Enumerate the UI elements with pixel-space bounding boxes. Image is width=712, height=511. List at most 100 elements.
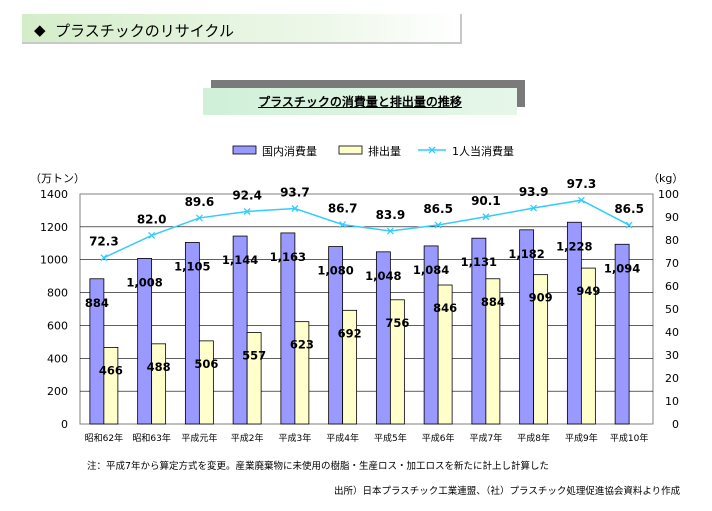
y-right-tick-label: 60 (665, 280, 679, 293)
y-right-unit: （kg） (648, 172, 683, 185)
x-tick-label: 平成10年 (610, 432, 648, 444)
legend-label-consumption: 国内消費量 (262, 144, 317, 158)
data-label-per-capita: 97.3 (567, 177, 597, 191)
y-left-tick-label: 800 (47, 287, 68, 300)
bar-emission (151, 343, 167, 425)
data-label-consumption: 1,080 (317, 264, 353, 278)
x-tick-label: 平成元年 (181, 432, 217, 444)
y-left-tick-label: 1200 (40, 221, 68, 234)
line-marker (100, 254, 108, 262)
data-label-consumption: 884 (85, 296, 109, 310)
y-left-tick-label: 1400 (40, 188, 68, 201)
bar-emission (246, 332, 262, 425)
line-per-capita (103, 199, 630, 259)
bar-emission (198, 340, 214, 425)
y-left-tick-label: 200 (47, 385, 68, 398)
y-right-tick-label: 30 (665, 349, 679, 362)
y-right-tick-label: 80 (665, 234, 679, 247)
x-tick-label: 平成5年 (374, 432, 407, 444)
chart-title: プラスチックの消費量と排出量の推移 (258, 95, 462, 109)
data-label-consumption: 1,008 (126, 275, 162, 289)
line-marker (577, 196, 585, 204)
bar-emission (437, 284, 453, 425)
section-header: ◆ プラスチックのリサイクル (22, 14, 462, 44)
line-marker (625, 221, 633, 229)
diamond-bullet-icon: ◆ (34, 21, 46, 39)
y-right-tick-label: 90 (665, 211, 679, 224)
x-tick-label: 平成4年 (326, 432, 359, 444)
bar-consumption (232, 235, 248, 425)
data-label-per-capita: 90.1 (471, 194, 501, 208)
y-left-tick-label: 0 (61, 418, 68, 431)
y-right-tick-label: 0 (672, 418, 679, 431)
data-label-emission: 692 (338, 326, 362, 340)
line-marker (243, 208, 251, 215)
y-right-tick-label: 20 (665, 372, 679, 385)
x-tick-label: 平成2年 (231, 432, 264, 444)
data-label-emission: 506 (194, 357, 218, 371)
legend-marker-per-capita (428, 146, 436, 154)
y-right-tick-label: 50 (665, 303, 679, 316)
data-label-emission: 488 (147, 360, 171, 374)
bar-emission (533, 274, 549, 425)
data-label-emission: 557 (242, 348, 266, 362)
y-left-unit: （万トン） (30, 172, 85, 185)
data-label-consumption: 1,163 (270, 250, 306, 264)
data-label-emission: 846 (433, 301, 457, 315)
x-tick-label: 平成9年 (565, 432, 598, 444)
x-tick-label: 昭和63年 (132, 432, 170, 444)
data-label-consumption: 1,182 (508, 247, 544, 261)
legend-swatch-consumption (232, 145, 257, 155)
data-label-consumption: 1,094 (604, 261, 640, 275)
data-label-per-capita: 86.5 (614, 202, 644, 216)
legend-swatch-emission (338, 145, 363, 155)
legend-label-emission: 排出量 (368, 144, 401, 158)
line-marker (482, 213, 490, 221)
y-left-tick-label: 600 (47, 319, 68, 332)
bar-emission (485, 278, 501, 425)
data-label-per-capita: 93.7 (280, 185, 310, 199)
legend-label-per-capita: 1人当消費量 (452, 144, 514, 158)
data-label-per-capita: 93.9 (519, 185, 549, 199)
data-label-consumption: 1,105 (174, 259, 210, 273)
line-marker (434, 221, 442, 229)
data-label-emission: 623 (290, 338, 314, 352)
x-tick-label: 昭和62年 (85, 432, 123, 444)
x-tick-label: 平成8年 (517, 432, 550, 444)
data-label-emission: 884 (481, 295, 505, 309)
data-label-consumption: 1,228 (556, 239, 592, 253)
bar-consumption (184, 242, 200, 425)
section-title: プラスチックのリサイクル (55, 22, 234, 40)
data-label-consumption: 1,144 (222, 253, 258, 267)
bar-consumption (614, 243, 630, 425)
data-label-emission: 466 (99, 363, 123, 377)
y-right-tick-label: 100 (658, 188, 679, 201)
line-marker (291, 205, 299, 212)
data-label-consumption: 1,048 (365, 269, 401, 283)
data-label-consumption: 1,084 (413, 263, 449, 277)
line-marker (339, 221, 347, 229)
data-label-emission: 756 (385, 316, 409, 330)
data-label-per-capita: 89.6 (185, 195, 215, 209)
line-marker (195, 214, 203, 222)
x-tick-label: 平成3年 (279, 432, 312, 444)
plot-area (79, 193, 654, 425)
data-label-per-capita: 86.5 (423, 202, 453, 216)
data-label-emission: 949 (576, 284, 600, 298)
line-marker (530, 204, 538, 212)
y-right-tick-label: 40 (665, 326, 679, 339)
line-marker (386, 227, 394, 235)
data-label-per-capita: 82.0 (137, 212, 167, 226)
data-label-emission: 909 (529, 291, 553, 305)
y-left-tick-label: 400 (47, 352, 68, 365)
data-label-consumption: 1,131 (461, 255, 497, 269)
y-right-tick-label: 10 (665, 395, 679, 408)
data-label-per-capita: 83.9 (376, 208, 406, 222)
x-tick-label: 平成6年 (422, 432, 455, 444)
bar-emission (103, 347, 119, 425)
line-marker (148, 231, 156, 239)
data-label-per-capita: 72.3 (89, 235, 119, 249)
bar-emission (389, 299, 405, 425)
bar-emission (342, 309, 358, 425)
